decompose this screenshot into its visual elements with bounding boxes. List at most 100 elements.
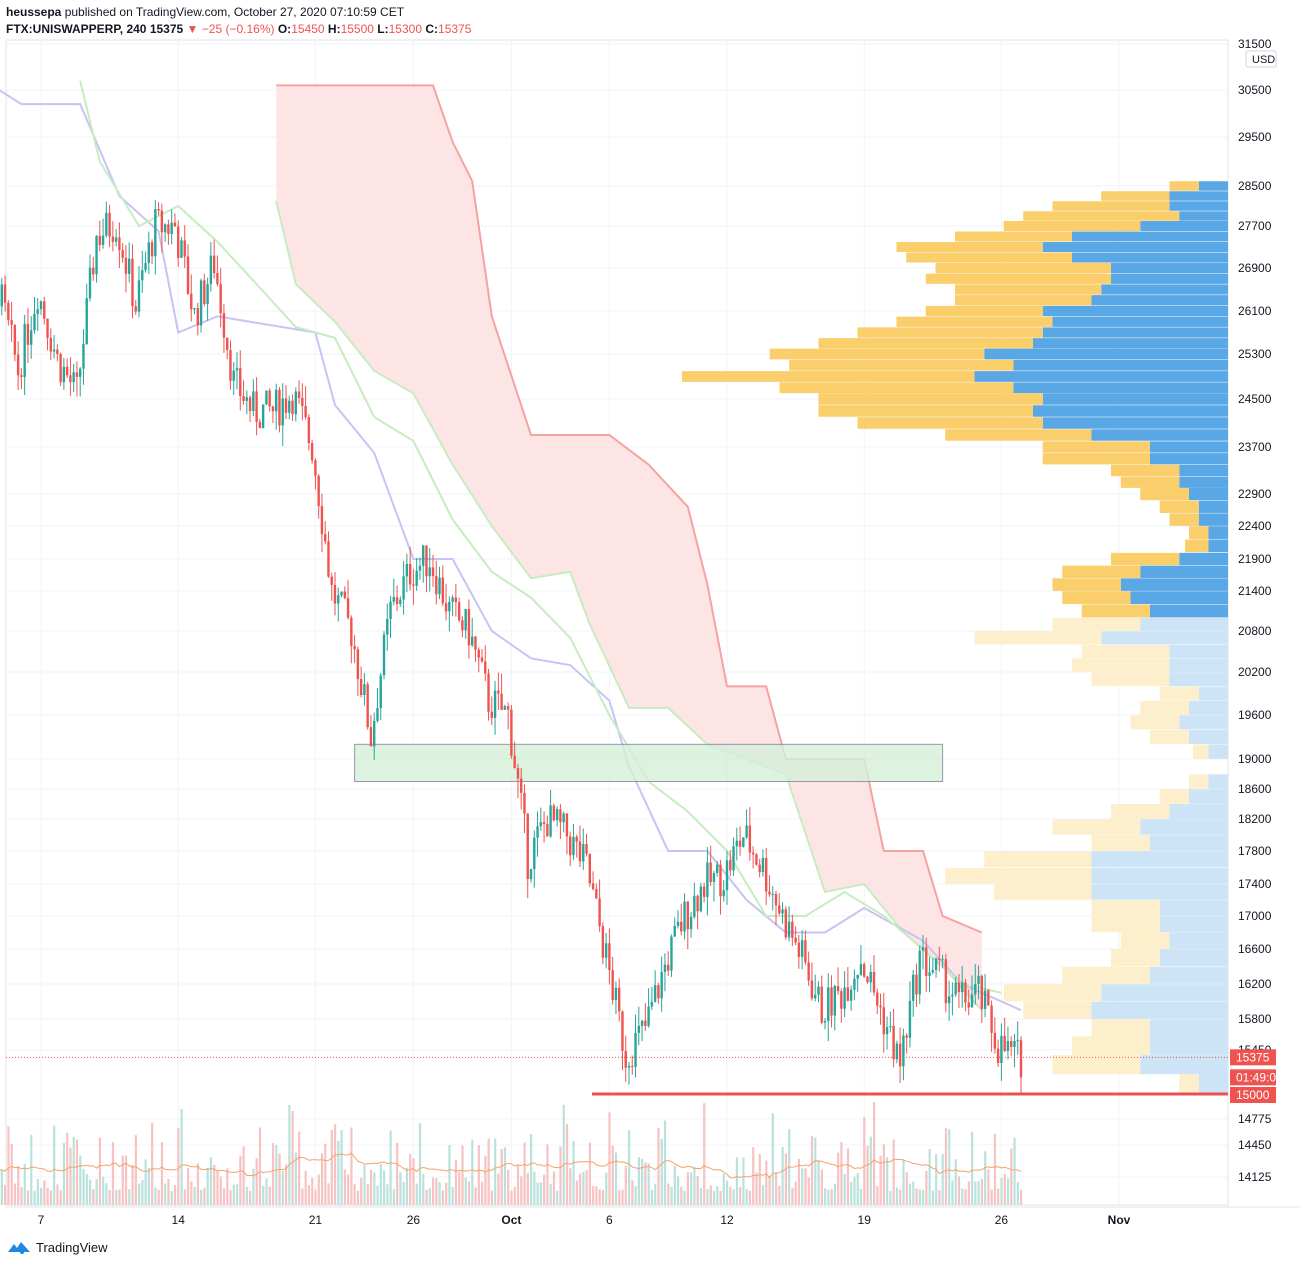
volume-bar (618, 1190, 621, 1205)
candle-body (869, 971, 872, 983)
candle-body (604, 943, 608, 958)
candle-body (173, 222, 177, 227)
volume-bar (33, 1190, 36, 1205)
candle-body (49, 337, 52, 352)
candle-body (386, 618, 389, 635)
candle-body (356, 649, 360, 680)
support-zone (354, 743, 944, 782)
volume-bar (928, 1149, 931, 1205)
candle-body (248, 397, 252, 412)
volume-bar (797, 1158, 801, 1205)
volume-bar (977, 1181, 980, 1205)
candle-body (836, 985, 840, 992)
volume-bar (232, 1184, 235, 1205)
candle-body (771, 894, 774, 896)
candle-body (993, 1032, 997, 1049)
volume-bar (170, 1190, 173, 1205)
publisher-name[interactable]: heussepa (6, 5, 62, 19)
high-label: H: (327, 22, 341, 36)
candle-body (787, 921, 791, 938)
vp-up-bar (955, 231, 1072, 242)
candle-body (291, 400, 294, 415)
candle-body (389, 601, 392, 619)
x-tick-label: 26 (407, 1213, 421, 1227)
volume-bar (49, 1190, 52, 1205)
vp-down-bar (1091, 1001, 1228, 1019)
candle-body (716, 864, 719, 874)
volume-bar (507, 1170, 510, 1205)
volume-bar (255, 1158, 258, 1205)
volume-bar (859, 1188, 863, 1205)
candle-body (310, 443, 314, 461)
candle-body (954, 982, 957, 995)
candle-body (1003, 1035, 1006, 1051)
vp-up-bar (1120, 932, 1170, 949)
down-arrow-icon: ▼ (186, 22, 199, 36)
candle-body (526, 813, 529, 879)
candle-body (235, 368, 239, 371)
candle-body (157, 209, 160, 211)
price-chart[interactable]: 31500 30500 29500 28500 27700 26900 26100 25300… (0, 0, 1300, 1238)
candle-body (569, 836, 572, 856)
candle-body (983, 990, 987, 1009)
volume-bar (56, 1184, 59, 1205)
x-axis[interactable]: 7 14 21 26 Oct 6 12 19 26 Nov (6, 1206, 1300, 1227)
vp-down-bar (1189, 700, 1228, 715)
publish-line: heussepa published on TradingView.com, O… (6, 4, 1286, 20)
tradingview-logo-icon[interactable] (8, 1241, 30, 1255)
vp-down-bar (1169, 201, 1228, 211)
volume-bar (314, 1189, 317, 1205)
volume-bar (134, 1135, 137, 1205)
volume-bar (23, 1163, 26, 1205)
candle-body (480, 657, 484, 662)
x-tick-label: 6 (606, 1213, 613, 1227)
volume-bar (216, 1170, 219, 1205)
volume-bar (379, 1163, 382, 1205)
vp-down-bar (1169, 658, 1228, 672)
candle-body (598, 898, 601, 927)
candle-body (572, 836, 575, 856)
vp-down-bar (1091, 851, 1228, 868)
volume-bar (477, 1145, 480, 1205)
volume-bar (330, 1130, 333, 1205)
volume-bar (918, 1189, 921, 1205)
currency-badge[interactable] (1245, 50, 1277, 68)
candle-body (768, 891, 771, 895)
tradingview-brand[interactable]: TradingView (36, 1240, 108, 1255)
candle-body (261, 404, 265, 429)
cloud-fill (276, 85, 982, 1011)
volume-bar (363, 1164, 366, 1205)
y-axis[interactable]: 31500 30500 29500 28500 27700 26900 26100 25300… (1238, 37, 1277, 1184)
candle-body (333, 584, 337, 604)
candle-body (987, 990, 990, 1006)
volume-bar (10, 1144, 13, 1205)
volume-bar (405, 1167, 409, 1205)
candle-body (745, 825, 748, 838)
volume-bar (614, 1152, 618, 1205)
volume-average-line (0, 1152, 1022, 1179)
candle-body (578, 841, 582, 862)
vp-up-bar (1111, 552, 1180, 566)
candle-body (820, 986, 823, 1023)
candle-body (245, 397, 248, 401)
candle-body (990, 1005, 993, 1033)
volume-bar (690, 1172, 693, 1205)
symbol-label[interactable]: FTX:UNISWAPPERP, 240 (6, 22, 147, 36)
vp-down-bar (1179, 211, 1228, 221)
volume-bar (582, 1171, 585, 1205)
volume-bar (810, 1135, 814, 1205)
candle-body (925, 947, 928, 976)
volume-bar (467, 1181, 471, 1205)
vp-down-bar (1111, 273, 1228, 284)
candle-body (206, 284, 209, 304)
candle-body (582, 843, 585, 862)
vp-up-bar (1192, 744, 1209, 759)
candle-body (755, 854, 758, 865)
candle-body (369, 727, 373, 747)
volume-bar (242, 1146, 245, 1205)
volume-bar (454, 1159, 458, 1205)
vp-down-bar (1150, 835, 1228, 851)
candle-body (314, 460, 317, 476)
candle-body (85, 298, 88, 344)
volume-bar (167, 1178, 170, 1205)
